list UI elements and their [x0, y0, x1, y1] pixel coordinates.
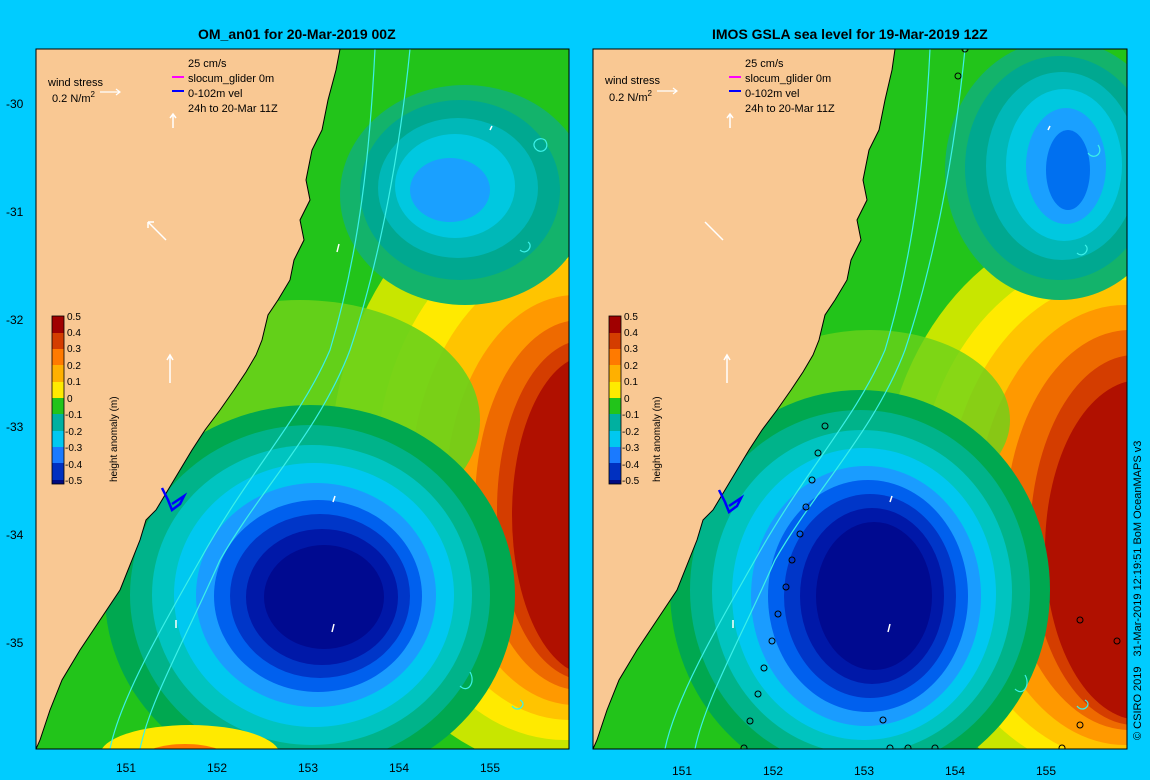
right-map-panel: [593, 49, 1127, 749]
legend-line-3: 0-102m vel: [188, 88, 242, 100]
colorbar-tick: 0.1: [67, 377, 81, 388]
glider-track: [160, 487, 188, 512]
wind-stress-label: wind stress: [47, 77, 104, 89]
x-tick-label: 153: [854, 764, 874, 778]
legend-line-4: 24h to 20-Mar 11Z: [745, 103, 835, 115]
left-colorbar: 0.5 0.4 0.3 0.2 0.1 0 -0.1 -0.2 -0.3 -0.…: [51, 312, 120, 487]
colorbar-tick: -0.5: [622, 476, 640, 487]
colorbar-tick: 0: [624, 394, 630, 405]
colorbar-label: height anomaly (m): [109, 396, 120, 482]
land-mass: [36, 49, 341, 749]
left-panel-title: OM_an01 for 20-Mar-2019 00Z: [198, 26, 396, 42]
colorbar-tick: -0.4: [622, 460, 640, 471]
right-x-axis: 151 152 153 154 155: [672, 764, 1056, 778]
legend-line-2: slocum_glider 0m: [188, 73, 274, 85]
x-tick-label: 152: [207, 761, 227, 775]
right-colorbar: 0.5 0.4 0.3 0.2 0.1 0 -0.1 -0.2 -0.3 -0.…: [608, 312, 663, 487]
y-tick-label: -35: [6, 636, 24, 650]
wind-stress-label: wind stress: [604, 75, 661, 87]
colorbar-tick: -0.1: [65, 410, 83, 421]
x-tick-label: 155: [480, 761, 500, 775]
observation-markers: [740, 49, 1121, 749]
x-tick-label: 153: [298, 761, 318, 775]
timestamp-text: 31-Mar-2019 12:19:51 BoM OceanMAPS v3: [1132, 440, 1144, 657]
left-x-axis: 151 152 153 154 155: [116, 761, 500, 775]
legend-line-1: 25 cm/s: [188, 58, 227, 70]
wind-scale-arrow: [657, 87, 678, 95]
wind-scale-label: 0.2 N/m2: [52, 90, 96, 105]
right-panel-title: IMOS GSLA sea level for 19-Mar-2019 12Z: [712, 26, 988, 42]
x-tick-label: 152: [763, 764, 783, 778]
bathymetry-contours: [109, 49, 548, 749]
colorbar-tick: -0.5: [65, 476, 83, 487]
colorbar-tick: 0.1: [624, 377, 638, 388]
colorbar-tick: -0.1: [622, 410, 640, 421]
copyright-footer: © CSIRO 2019 31-Mar-2019 12:19:51 BoM Oce…: [1132, 441, 1144, 740]
colorbar-tick: -0.4: [65, 460, 83, 471]
wind-scale-label: 0.2 N/m2: [609, 89, 653, 104]
wind-scale-arrow: [100, 88, 121, 96]
colorbar-tick: 0.5: [624, 312, 638, 323]
colorbar-tick: 0.3: [67, 344, 81, 355]
colorbar-tick: -0.2: [65, 427, 83, 438]
y-tick-label: -32: [6, 313, 24, 327]
cold-eddy-south-contours: [105, 405, 515, 749]
cold-eddy-south-contours: [670, 390, 1050, 749]
left-y-axis: -30 -31 -32 -33 -34 -35: [6, 97, 24, 650]
y-tick-label: -33: [6, 420, 24, 434]
velocity-arrows: [704, 112, 1051, 633]
bathymetry-contours: [664, 49, 1101, 749]
colorbar-tick: -0.2: [622, 427, 640, 438]
colorbar-tick: 0.2: [624, 361, 638, 372]
cold-eddy-north-contours: [945, 49, 1127, 300]
left-legend: wind stress 0.2 N/m2 25 cm/s slocum_glid…: [47, 58, 278, 115]
colorbar-tick: 0.2: [67, 361, 81, 372]
x-tick-label: 155: [1036, 764, 1056, 778]
x-tick-label: 151: [672, 764, 692, 778]
legend-line-3: 0-102m vel: [745, 88, 799, 100]
left-map-panel: [36, 49, 569, 749]
colorbar-tick: -0.3: [622, 443, 640, 454]
copyright-text: © CSIRO 2019: [1132, 666, 1144, 740]
x-tick-label: 154: [945, 764, 965, 778]
y-tick-label: -30: [6, 97, 24, 111]
y-tick-label: -34: [6, 528, 24, 542]
x-tick-label: 154: [389, 761, 409, 775]
colorbar-tick: 0.4: [624, 328, 638, 339]
colorbar-tick: -0.3: [65, 443, 83, 454]
colorbar-label: height anomaly (m): [652, 396, 663, 482]
legend-line-2: slocum_glider 0m: [745, 73, 831, 85]
glider-track: [717, 489, 745, 514]
legend-line-1: 25 cm/s: [745, 58, 784, 70]
y-tick-label: -31: [6, 205, 24, 219]
colorbar-tick: 0: [67, 394, 73, 405]
colorbar-tick: 0.4: [67, 328, 81, 339]
legend-line-4: 24h to 20-Mar 11Z: [188, 103, 278, 115]
right-legend: wind stress 0.2 N/m2 25 cm/s slocum_glid…: [604, 58, 835, 115]
land-mass: [593, 49, 896, 749]
cold-eddy-north-contours: [340, 85, 569, 305]
x-tick-label: 151: [116, 761, 136, 775]
colorbar-tick: 0.3: [624, 344, 638, 355]
velocity-arrows: [147, 112, 493, 633]
colorbar-tick: 0.5: [67, 312, 81, 323]
